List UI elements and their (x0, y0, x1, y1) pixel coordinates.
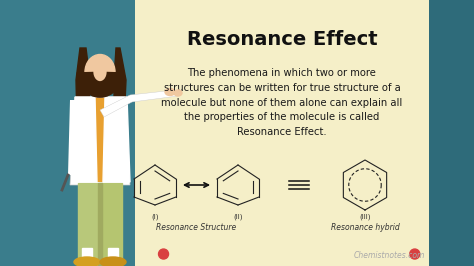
Text: (III): (III) (359, 213, 371, 219)
Polygon shape (78, 183, 100, 266)
Polygon shape (75, 97, 97, 182)
Text: The phenomena in which two or more
structures can be written for true structure : The phenomena in which two or more struc… (162, 68, 402, 137)
Ellipse shape (165, 89, 175, 95)
Text: (I): (I) (151, 213, 159, 219)
Polygon shape (114, 48, 126, 170)
Bar (82, 248, 92, 262)
Polygon shape (100, 90, 178, 117)
Polygon shape (76, 48, 90, 170)
Circle shape (158, 249, 169, 259)
Polygon shape (103, 97, 130, 182)
Bar (95, 88, 105, 98)
Ellipse shape (100, 257, 126, 266)
Text: Resonance Effect: Resonance Effect (187, 30, 377, 49)
Text: Chemistnotes.com: Chemistnotes.com (354, 251, 425, 260)
Polygon shape (68, 100, 80, 175)
Bar (108, 248, 118, 262)
Polygon shape (90, 98, 110, 182)
Circle shape (410, 249, 420, 259)
Ellipse shape (74, 257, 100, 266)
Polygon shape (70, 97, 130, 185)
Polygon shape (100, 183, 122, 266)
Bar (429, 0, 474, 266)
Ellipse shape (85, 55, 115, 89)
Polygon shape (98, 183, 102, 266)
Text: Resonance Structure: Resonance Structure (156, 223, 237, 232)
Text: Resonance hybrid: Resonance hybrid (331, 223, 400, 232)
Bar (135, 0, 429, 266)
Ellipse shape (174, 90, 182, 96)
Text: (II): (II) (233, 213, 243, 219)
